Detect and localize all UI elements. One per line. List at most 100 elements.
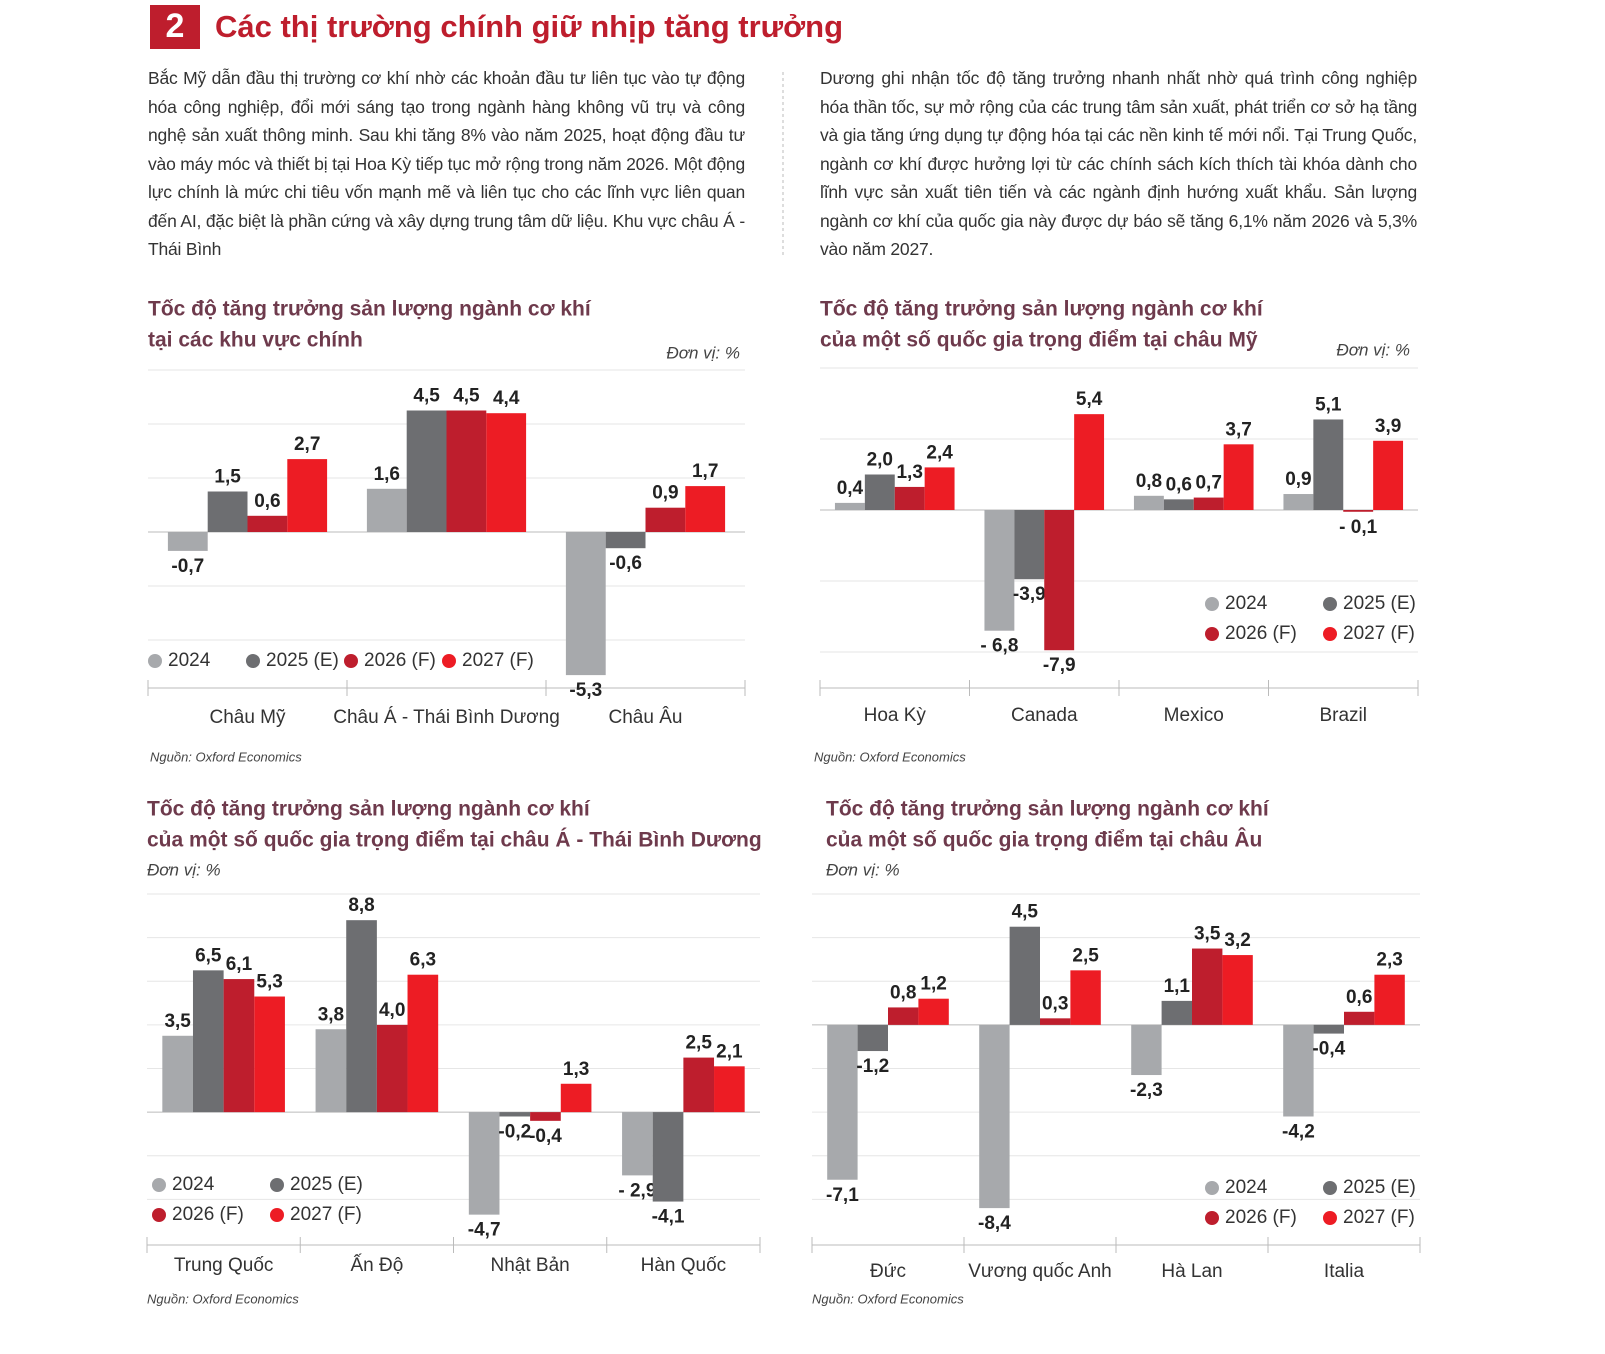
category-label: Ấn Độ	[350, 1254, 403, 1276]
legend-label: 2027 (F)	[290, 1204, 362, 1225]
legend-marker	[442, 654, 456, 668]
legend-marker	[1205, 597, 1219, 611]
value-label: 1,1	[1164, 976, 1191, 997]
value-label: -4,2	[1282, 1122, 1315, 1143]
value-label: 6,1	[226, 954, 253, 975]
value-label: 8,8	[348, 895, 374, 916]
bar	[888, 1007, 919, 1025]
chart-title: Tốc độ tăng trưởng sản lượng ngành cơ kh…	[147, 798, 591, 821]
bar	[1074, 414, 1105, 510]
bar	[1313, 419, 1344, 510]
value-label: - 0,1	[1339, 517, 1377, 538]
bar	[894, 486, 925, 510]
legend-marker	[1323, 627, 1337, 641]
chart-title: Tốc độ tăng trưởng sản lượng ngành cơ kh…	[148, 298, 592, 321]
bar	[1343, 510, 1374, 512]
legend-label: 2024	[1225, 1177, 1268, 1198]
bar	[1223, 444, 1254, 510]
bar	[407, 974, 439, 1113]
value-label: 0,9	[1285, 469, 1311, 490]
legend-label: 2025 (E)	[1343, 593, 1416, 614]
legend-marker	[1323, 597, 1337, 611]
section-title: Các thị trường chính giữ nhịp tăng trưởn…	[215, 9, 843, 44]
legend-label: 2024	[1225, 593, 1268, 614]
value-label: -1,2	[856, 1056, 889, 1077]
category-label: Mexico	[1164, 705, 1224, 726]
bar	[979, 1024, 1010, 1209]
category-label: Italia	[1324, 1261, 1365, 1282]
unit-label: Đơn vị: %	[826, 860, 900, 879]
bar	[247, 515, 288, 532]
legend-label: 2025 (E)	[1343, 1177, 1416, 1198]
category-label: Brazil	[1319, 705, 1367, 726]
bar	[1222, 955, 1253, 1025]
value-label: 0,7	[1195, 473, 1221, 494]
bar	[605, 532, 646, 549]
value-label: 1,6	[374, 464, 400, 485]
bar	[1040, 1018, 1071, 1025]
category-label: Châu Mỹ	[209, 707, 286, 728]
chart-title: của một số quốc gia trọng điểm tại châu …	[820, 329, 1258, 352]
value-label: -2,3	[1130, 1080, 1163, 1101]
bar	[560, 1083, 592, 1113]
value-label: 6,5	[195, 945, 222, 966]
value-label: 5,4	[1076, 389, 1103, 410]
bar	[530, 1112, 561, 1121]
bar	[499, 1112, 531, 1117]
value-label: -0,6	[609, 553, 642, 574]
paragraph: Bắc Mỹ dẫn đầu thị trường cơ khí nhờ các…	[148, 68, 745, 259]
value-label: 0,3	[1042, 993, 1068, 1014]
category-label: Canada	[1011, 705, 1078, 726]
bar	[857, 1024, 888, 1052]
bar	[918, 998, 949, 1025]
bar	[1283, 1024, 1314, 1117]
bar	[162, 1035, 193, 1113]
legend-marker	[152, 1208, 166, 1222]
category-label: Châu Á - Thái Bình Dương	[333, 707, 560, 728]
bar	[1193, 497, 1224, 510]
value-label: 6,3	[410, 950, 436, 971]
bar	[1163, 499, 1194, 510]
legend-marker	[270, 1208, 284, 1222]
category-label: Hàn Quốc	[641, 1255, 727, 1276]
paragraph: Dương ghi nhận tốc độ tăng trưởng nhanh …	[820, 68, 1417, 259]
legend-label: 2026 (F)	[1225, 623, 1297, 644]
value-label: 3,2	[1224, 930, 1250, 951]
bar	[192, 970, 224, 1113]
bar	[1161, 1000, 1192, 1025]
bar	[486, 413, 527, 532]
bar	[1374, 974, 1405, 1025]
bar	[834, 502, 865, 510]
chart-title: của một số quốc gia trọng điểm tại châu …	[826, 828, 1262, 852]
value-label: 0,4	[837, 478, 864, 499]
bar	[207, 491, 248, 532]
bar	[565, 532, 606, 676]
bar	[1313, 1024, 1344, 1034]
bar	[1044, 510, 1075, 651]
section-number: 2	[166, 7, 185, 45]
value-label: 1,7	[692, 461, 718, 482]
bar	[366, 488, 407, 532]
value-label: -0,4	[529, 1126, 562, 1147]
value-label: -4,1	[652, 1207, 685, 1228]
bar	[446, 410, 487, 532]
value-label: 3,9	[1375, 416, 1401, 437]
value-label: -8,4	[978, 1213, 1011, 1234]
category-label: Hà Lan	[1161, 1261, 1222, 1282]
unit-label: Đơn vị: %	[147, 860, 221, 879]
legend-label: 2027 (F)	[462, 650, 534, 671]
bar	[864, 474, 895, 510]
source-note: Nguồn: Oxford Economics	[150, 749, 302, 764]
bar	[827, 1024, 858, 1180]
legend-label: 2024	[168, 650, 211, 671]
bar	[683, 1057, 715, 1113]
value-label: 2,3	[1376, 950, 1402, 971]
legend-marker	[246, 654, 260, 668]
value-label: 0,8	[1136, 471, 1162, 492]
category-label: Trung Quốc	[174, 1255, 274, 1276]
legend-label: 2027 (F)	[1343, 1207, 1415, 1228]
legend-label: 2026 (F)	[1225, 1207, 1297, 1228]
value-label: 4,4	[493, 388, 520, 409]
chart-title: của một số quốc gia trọng điểm tại châu …	[147, 829, 762, 852]
